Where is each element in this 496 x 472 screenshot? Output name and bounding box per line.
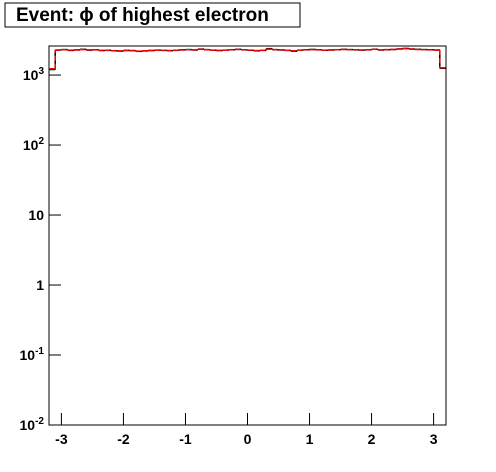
- x-tick-label: 3: [430, 431, 438, 447]
- y-tick-label: 102: [23, 136, 45, 153]
- x-tick-label: -1: [179, 431, 192, 447]
- y-tick-exponent: -2: [35, 416, 44, 427]
- y-tick-label: 10-2: [20, 416, 45, 433]
- y-tick-exponent: -1: [35, 346, 44, 357]
- y-tick-label: 10-1: [20, 346, 45, 363]
- x-tick-label: 0: [244, 431, 252, 447]
- x-tick-label: 1: [306, 431, 314, 447]
- y-tick-exponent: 2: [38, 136, 44, 147]
- x-tick-label: 2: [368, 431, 376, 447]
- x-tick-label: -3: [55, 431, 68, 447]
- y-tick-label: 1: [36, 277, 44, 293]
- y-tick-base: 10: [23, 67, 39, 83]
- y-tick-base: 10: [23, 137, 39, 153]
- y-tick-base: 10: [20, 347, 36, 363]
- y-tick-label: 10: [28, 207, 44, 223]
- chart-title: Event: ϕ of highest electron: [16, 5, 269, 26]
- y-tick-exponent: 3: [38, 66, 44, 77]
- title-box: [4, 2, 301, 28]
- y-tick-label: 103: [23, 66, 45, 83]
- x-tick-label: -2: [117, 431, 130, 447]
- y-tick-base: 10: [20, 417, 36, 433]
